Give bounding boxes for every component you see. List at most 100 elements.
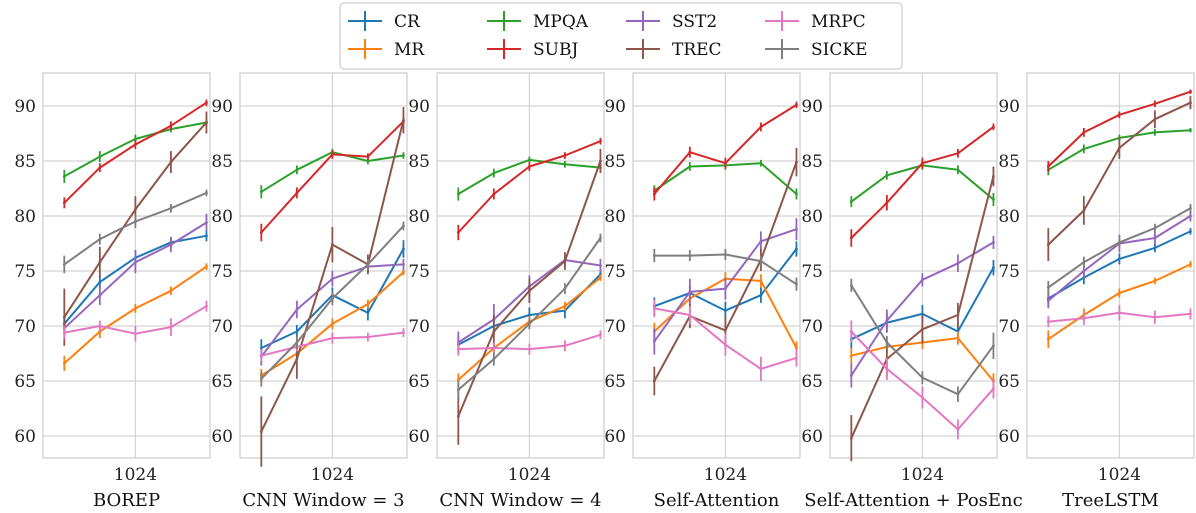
data-point — [1189, 90, 1192, 94]
data-point — [527, 313, 531, 317]
legend-item-trec: TREC — [626, 39, 722, 60]
data-point — [366, 302, 370, 306]
data-point — [652, 379, 656, 383]
x-tick-label: 1024 — [114, 465, 157, 485]
data-point — [759, 293, 763, 297]
data-point — [169, 160, 173, 164]
y-tick-label: 90 — [408, 97, 430, 117]
data-point — [885, 319, 889, 322]
data-point — [98, 260, 102, 264]
series-subj — [456, 137, 602, 241]
data-point — [1189, 214, 1192, 218]
data-point — [402, 118, 405, 122]
y-tick-label: 65 — [14, 372, 36, 392]
series-sst2 — [652, 218, 798, 355]
data-point — [599, 139, 602, 143]
legend-label: SST2 — [672, 12, 717, 32]
plot-frame — [436, 72, 605, 459]
series-subj — [62, 99, 208, 209]
legend: CR MR MPQA SUBJ SST2 TREC MRPC SICKE — [339, 2, 903, 70]
y-tick-label: 60 — [998, 427, 1020, 447]
legend-label: SUBJ — [533, 40, 578, 60]
data-point — [956, 392, 960, 396]
series-trec — [1046, 96, 1192, 262]
series-sicke — [259, 221, 405, 387]
data-point — [259, 377, 263, 381]
data-point — [133, 332, 137, 336]
data-point — [205, 191, 208, 195]
panel-self-attention-posenc: 60 65 70 75 80 85 90 1024 Self-Attention + PosEn… — [801, 72, 1023, 511]
data-point — [492, 330, 496, 333]
data-point — [259, 430, 263, 433]
data-point — [1153, 315, 1157, 319]
data-point — [1082, 147, 1086, 151]
data-point — [205, 101, 208, 105]
y-tick-label: 90 — [801, 97, 823, 117]
data-point — [169, 124, 173, 128]
legend-box — [339, 2, 903, 70]
data-point — [849, 436, 853, 440]
data-point — [688, 165, 692, 168]
data-point — [1082, 209, 1086, 212]
data-point — [62, 315, 66, 319]
data-point — [759, 161, 763, 165]
panel-title: Self-Attention — [654, 490, 780, 511]
series-subj — [259, 117, 405, 242]
data-point — [849, 330, 853, 333]
data-point — [885, 201, 889, 205]
data-point — [849, 236, 853, 240]
data-point — [295, 357, 299, 361]
y-tick-label: 65 — [604, 372, 626, 392]
data-point — [456, 347, 460, 351]
data-point — [563, 344, 567, 348]
data-point — [1153, 246, 1157, 250]
data-point — [849, 374, 853, 377]
series-mrpc — [652, 299, 798, 381]
panel-cnn-window-3: 60 65 70 75 80 85 90 1024 CNN Window = 3 — [211, 72, 408, 511]
data-point — [920, 376, 924, 380]
data-point — [795, 192, 798, 196]
panel-treelstm: 60 65 70 75 80 85 90 1024 TreeLSTM — [998, 72, 1195, 511]
legend-item-subj: SUBJ — [487, 39, 578, 60]
data-point — [1046, 337, 1050, 341]
x-tick-label: 1024 — [508, 465, 551, 485]
data-point — [330, 336, 334, 340]
y-tick-label: 90 — [998, 97, 1020, 117]
series-mrpc — [62, 300, 208, 342]
data-point — [259, 354, 263, 358]
data-point — [527, 158, 531, 162]
data-point — [98, 324, 102, 328]
data-point — [402, 224, 405, 228]
data-point — [920, 278, 924, 282]
y-tick-label: 80 — [408, 207, 430, 227]
data-point — [402, 247, 405, 251]
panels: 60 65 70 75 80 85 90 1024 BOREP 60 65 70 75 80 85 90 102… — [14, 72, 1195, 511]
data-point — [599, 333, 602, 337]
legend-label: SICKE — [811, 40, 867, 60]
data-point — [330, 243, 334, 247]
panel-title: CNN Window = 4 — [439, 490, 601, 511]
series-mrpc — [1046, 305, 1192, 328]
data-point — [795, 282, 798, 286]
data-point — [1046, 299, 1050, 303]
data-point — [1082, 316, 1086, 320]
data-point — [492, 346, 496, 350]
data-point — [295, 168, 299, 172]
data-point — [295, 308, 299, 311]
data-point — [169, 243, 173, 247]
y-tick-label: 70 — [14, 317, 36, 337]
data-point — [205, 265, 208, 268]
data-point — [1082, 260, 1086, 264]
y-tick-label: 80 — [604, 207, 626, 227]
legend-item-sicke: SICKE — [765, 39, 867, 60]
data-point — [205, 121, 208, 124]
data-point — [1117, 241, 1121, 244]
data-point — [599, 159, 602, 163]
data-point — [205, 221, 208, 225]
data-point — [1153, 131, 1157, 134]
y-tick-label: 75 — [604, 262, 626, 282]
data-point — [169, 289, 173, 293]
data-point — [1117, 311, 1121, 315]
plot-area — [437, 73, 604, 458]
plot-area — [633, 73, 800, 458]
